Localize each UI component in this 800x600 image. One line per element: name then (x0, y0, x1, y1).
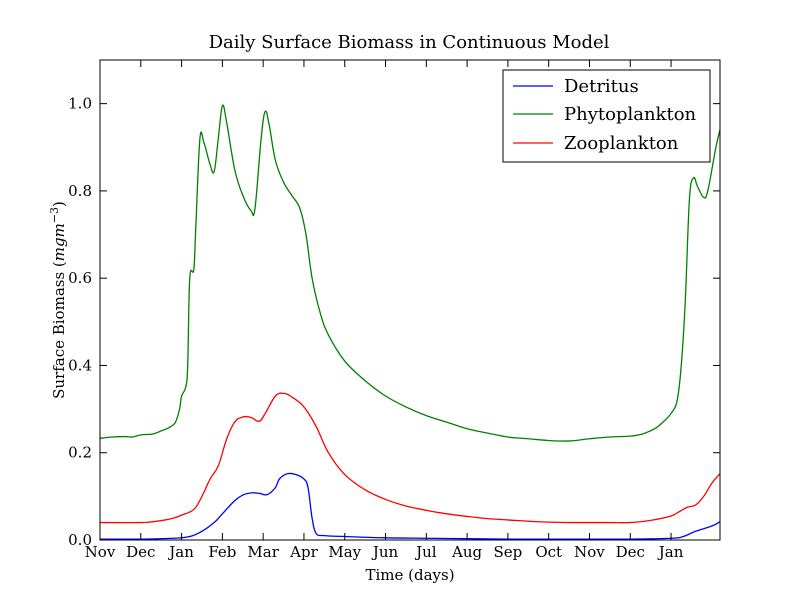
legend-label-zooplankton: Zooplankton (564, 133, 679, 154)
y-axis-title-exponent: −3 (48, 207, 61, 223)
x-tick-label: Sep (494, 543, 523, 561)
x-tick-label: Mar (247, 543, 279, 561)
y-axis-title-text: Surface Biomass ( (50, 261, 68, 399)
y-axis-title: Surface Biomass (mgm−3) (48, 201, 68, 399)
y-tick-label: 0.2 (68, 444, 92, 462)
x-tick-label: Aug (451, 543, 482, 561)
x-tick-label: Feb (208, 543, 236, 561)
y-tick-label: 0.0 (68, 531, 92, 549)
x-axis: Nov Dec Jan Feb Mar Apr May Jun Jul Aug Sep Oct Nov D… (85, 60, 684, 561)
series-line-zooplankton (99, 392, 721, 524)
x-tick-label: Oct (535, 543, 562, 561)
plot-area (99, 104, 721, 540)
legend-label-phytoplankton: Phytoplankton (564, 104, 697, 125)
x-tick-label: Jul (414, 543, 437, 561)
series-line-phytoplankton (99, 104, 721, 442)
legend-box (502, 69, 711, 163)
x-tick-label: Nov (85, 543, 116, 561)
chart-title: Daily Surface Biomass in Continuous Mode… (209, 32, 610, 53)
legend: Detritus Phytoplankton Zooplankton (502, 69, 711, 163)
x-tick-label: Dec (126, 543, 155, 561)
y-tick-label: 1.0 (68, 95, 92, 113)
x-tick-label: Jun (371, 543, 399, 561)
x-tick-label: Jan (657, 543, 684, 561)
plot-frame (99, 59, 721, 541)
x-tick-label: Nov (574, 543, 605, 561)
y-axis-title-unit: mgm (50, 223, 68, 261)
x-tick-label: May (328, 543, 361, 561)
y-tick-label: 0.6 (68, 269, 92, 287)
y-axis-title-close: ) (50, 201, 68, 207)
x-tick-label: Dec (616, 543, 645, 561)
x-tick-label: Jan (167, 543, 194, 561)
x-axis-title: Time (days) (365, 566, 454, 584)
y-tick-label: 0.8 (68, 182, 92, 200)
legend-label-detritus: Detritus (564, 76, 639, 97)
x-tick-label: Apr (289, 543, 318, 561)
y-axis: 0.0 0.2 0.4 0.6 0.8 1.0 (68, 95, 720, 549)
y-tick-label: 0.4 (68, 356, 92, 374)
series-line-detritus (99, 472, 721, 540)
